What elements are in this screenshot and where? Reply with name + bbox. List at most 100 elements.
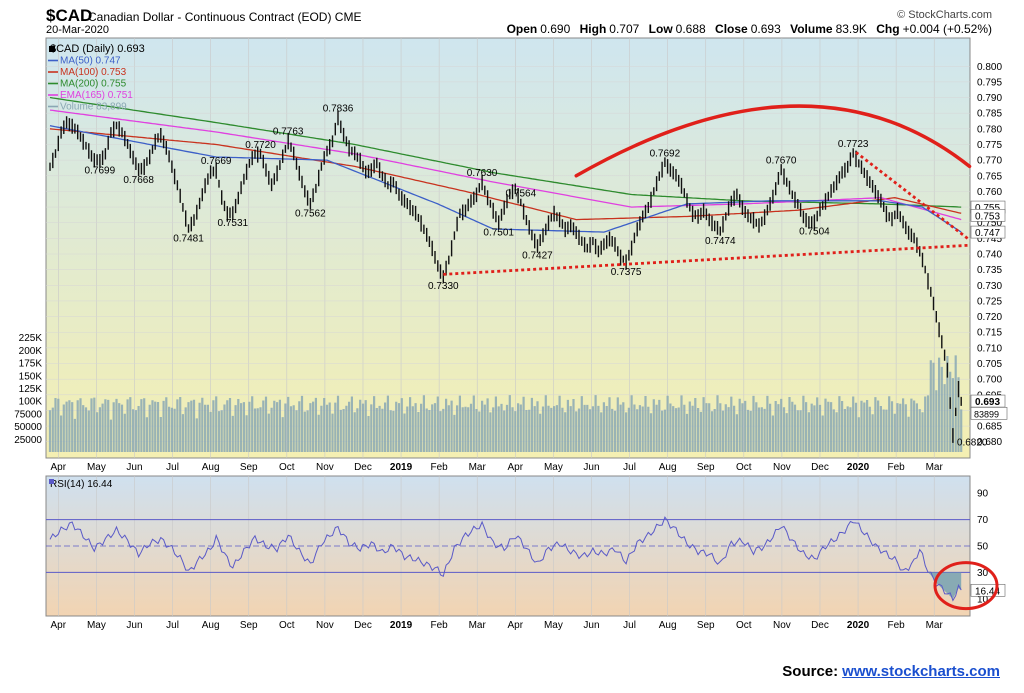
price-x-tick-label: 2020 — [847, 462, 870, 473]
rsi-x-tick-label: Jun — [126, 620, 142, 631]
rsi-x-tick-label: Aug — [659, 620, 677, 631]
price-y-tick-label: 0.750 — [977, 218, 1002, 229]
rsi-x-tick-label: Mar — [469, 620, 487, 631]
instrument-name: Canadian Dollar - Continuous Contract (E… — [88, 10, 332, 24]
rsi-x-tick-label: Nov — [773, 620, 791, 631]
price-y-tick-label: 0.740 — [977, 250, 1002, 261]
price-x-tick-label: Nov — [316, 462, 334, 473]
volume-bars — [48, 355, 963, 452]
rsi-x-tick-label: Aug — [202, 620, 220, 631]
price-point-label: 0.7670 — [766, 156, 797, 167]
price-point-label: 0.7474 — [705, 236, 736, 247]
price-point-label: 0.7330 — [428, 281, 459, 292]
source-link[interactable]: www.stockcharts.com — [842, 663, 1000, 680]
trend-annotations — [443, 104, 972, 276]
price-y-tick-label: 0.745 — [977, 234, 1002, 245]
close-label: Close — [715, 22, 748, 36]
chart-symbol: $CAD — [46, 6, 93, 25]
price-y-tick-label: 0.730 — [977, 281, 1002, 292]
legend-entry: Volume 83,899 — [60, 102, 127, 113]
price-y-tick-label: 0.780 — [977, 124, 1002, 135]
price-x-tick-label: Dec — [354, 462, 372, 473]
rsi-axes: 90 70 50 30 10 Apr May Jun Jul Aug Sep Oct Nov Dec 201… — [49, 479, 1006, 631]
volume-y-tick-label: 50000 — [14, 422, 42, 433]
price-x-tick-label: Dec — [811, 462, 829, 473]
chart-instrument-name: Canadian Dollar - Continuous Contract (E… — [88, 10, 361, 24]
price-x-tick-label: Sep — [240, 462, 258, 473]
price-point-label: 0.7481 — [173, 234, 204, 245]
volume-y-tick-label: 125K — [19, 384, 43, 395]
volume-label: Volume — [790, 22, 833, 36]
rsi-x-tick-label: Jul — [623, 620, 636, 631]
volume-y-tick-label: 100K — [19, 397, 43, 408]
price-y-tick-label: 0.790 — [977, 93, 1002, 104]
price-y-tick-label: 0.735 — [977, 265, 1002, 276]
price-x-tick-label: Jun — [126, 462, 142, 473]
ma50-line — [49, 125, 962, 233]
rsi-oversold-circle-annotation — [933, 561, 999, 611]
rsi-x-tick-label: May — [544, 620, 563, 631]
exchange-label: CME — [334, 10, 362, 24]
rsi-x-tick-label: 2019 — [390, 620, 413, 631]
low-value: 0.688 — [675, 22, 706, 36]
rsi-title-swatch — [49, 479, 54, 484]
price-point-label: 0.7630 — [467, 168, 498, 179]
chg-label: Chg — [876, 22, 900, 36]
rsi-x-tick-label: May — [87, 620, 106, 631]
price-x-tick-label: Nov — [773, 462, 791, 473]
volume-bar-series — [48, 355, 963, 452]
rsi-value-tag: 16.44 — [975, 586, 1000, 597]
price-point-label: 0.7692 — [650, 149, 681, 160]
price-x-tick-label: 2019 — [390, 462, 413, 473]
price-value-tag-box — [970, 225, 1006, 239]
volume-y-tick-label: 150K — [19, 371, 43, 382]
legend-entry: $CAD (Daily) 0.693 — [50, 43, 145, 55]
rsi-x-tick-label: Sep — [697, 620, 715, 631]
price-point-label: 0.7564 — [506, 189, 537, 200]
price-series — [49, 110, 962, 443]
rsi-x-tick-label: Nov — [316, 620, 334, 631]
price-y-tick-label: 0.770 — [977, 156, 1002, 167]
price-point-label: 0.7427 — [522, 251, 553, 262]
source-credit: Source: www.stockcharts.com — [782, 663, 1000, 680]
rsi-x-tick-label: Feb — [431, 620, 449, 631]
price-x-tick-label: Mar — [469, 462, 487, 473]
price-x-tick-label: Feb — [431, 462, 449, 473]
price-x-tick-label: Oct — [279, 462, 295, 473]
resistance-arc-annotation — [574, 104, 972, 178]
price-y-tick-label: 0.715 — [977, 328, 1002, 339]
price-y-tick-label: 0.775 — [977, 140, 1002, 151]
price-value-tag: 0.693 — [975, 397, 1000, 408]
price-point-label: 0.7723 — [838, 139, 869, 150]
legend-entry: MA(100) 0.753 — [60, 67, 127, 78]
price-x-tick-label: Jul — [623, 462, 636, 473]
open-label: Open — [506, 22, 538, 36]
price-point-label: 0.7699 — [85, 165, 116, 176]
price-point-label: 0.7504 — [799, 226, 830, 237]
price-y-tick-label: 0.765 — [977, 171, 1002, 182]
price-point-label: 0.7763 — [273, 126, 304, 137]
price-point-label: 0.7375 — [611, 267, 642, 278]
price-x-tick-label: May — [544, 462, 563, 473]
high-value: 0.707 — [609, 22, 640, 36]
price-y-tick-label: 0.785 — [977, 109, 1002, 120]
price-x-tick-label: Mar — [926, 462, 944, 473]
rsi-x-tick-label: Jul — [166, 620, 179, 631]
volume-y-tick-label: 225K — [19, 333, 43, 344]
price-y-tick-label: 0.795 — [977, 77, 1002, 88]
price-x-tick-label: Sep — [697, 462, 715, 473]
price-y-tick-label: 0.725 — [977, 296, 1002, 307]
open-value: 0.690 — [540, 22, 571, 36]
volume-y-tick-label: 175K — [19, 359, 43, 370]
high-label: High — [579, 22, 607, 36]
volume-value-tag-box — [970, 407, 1008, 420]
rsi-x-tick-label: Apr — [508, 620, 524, 631]
volume-value-tag: 83899 — [974, 409, 999, 419]
rsi-x-tick-label: Feb — [888, 620, 906, 631]
support-trendline-annotation — [443, 243, 970, 276]
ma100-line — [49, 128, 962, 221]
axes: Apr May Jun Jul Aug Sep Oct Nov Dec 2019 Feb Mar Apr… — [14, 62, 1008, 473]
price-x-tick-label: Feb — [888, 462, 906, 473]
price-y-tick-label: 0.720 — [977, 312, 1002, 323]
